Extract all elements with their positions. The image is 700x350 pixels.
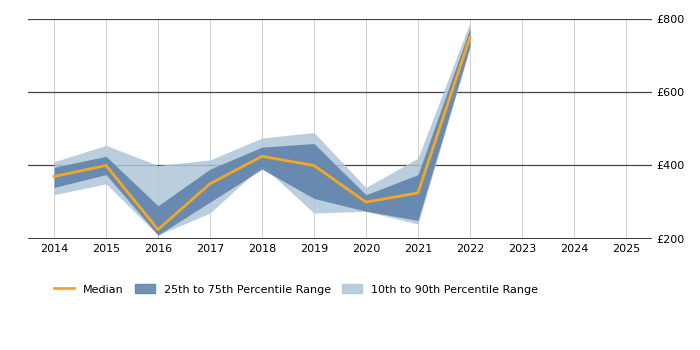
Legend: Median, 25th to 75th Percentile Range, 10th to 90th Percentile Range: Median, 25th to 75th Percentile Range, 1… bbox=[50, 280, 543, 299]
